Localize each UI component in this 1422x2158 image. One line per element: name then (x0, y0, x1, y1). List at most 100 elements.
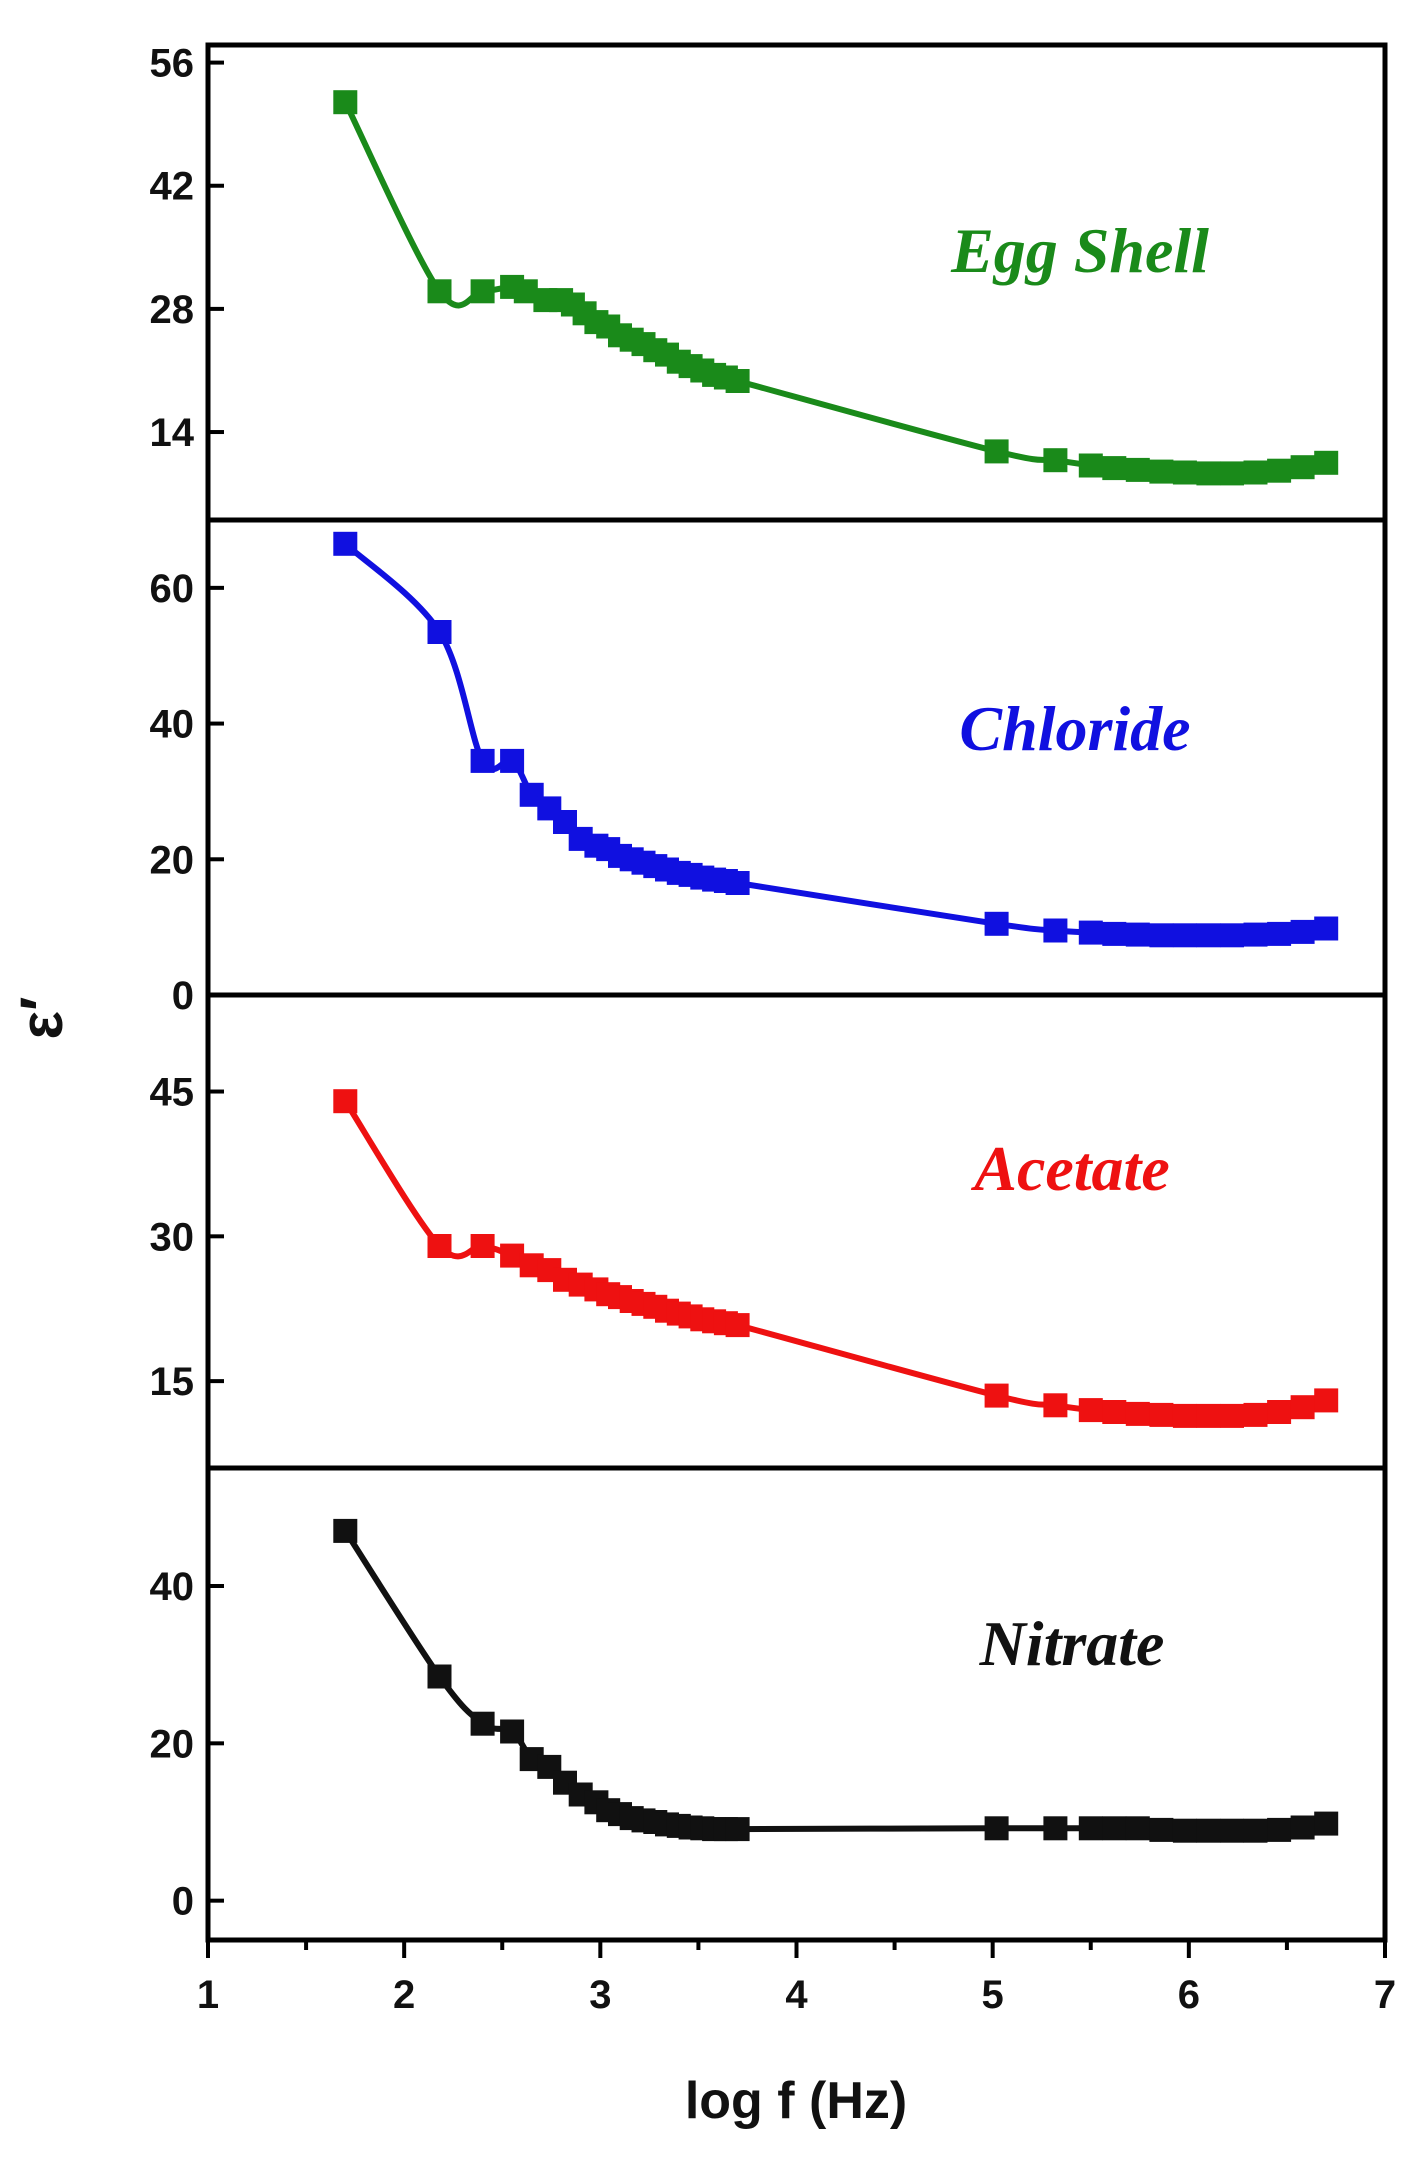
x-tick-label: 3 (589, 1973, 611, 2017)
y-tick-label: 15 (150, 1360, 195, 1404)
panel-egg-shell: 14 28 42 56 Egg Shell (150, 42, 1388, 523)
panel-label: Nitrate (979, 1608, 1165, 1679)
data-point (1172, 923, 1197, 948)
y-tick-label: 60 (150, 567, 195, 611)
data-point (1172, 1818, 1197, 1843)
data-point (1172, 460, 1197, 485)
y-tick-label: 45 (150, 1071, 195, 1115)
data-point (427, 620, 452, 644)
y-tick-label: 28 (150, 288, 195, 332)
data-point (470, 1711, 495, 1736)
data-point (1149, 1402, 1174, 1427)
data-point (984, 1816, 1009, 1841)
data-point (1043, 918, 1068, 943)
data-point (1290, 1815, 1315, 1840)
data-point (1314, 916, 1339, 941)
data-point (1043, 1393, 1068, 1418)
data-point (1078, 1816, 1103, 1841)
data-point (333, 90, 358, 115)
data-point (1243, 460, 1268, 485)
y-tick-label: 20 (150, 838, 195, 882)
data-point (1243, 1818, 1268, 1843)
y-axis-title: ε′ (8, 997, 75, 1040)
data-point (427, 1234, 452, 1258)
data-point (1149, 459, 1174, 484)
data-point (1043, 448, 1068, 473)
data-point (725, 1313, 750, 1338)
x-axis-title: log f (Hz) (685, 2072, 907, 2130)
x-tick-label: 5 (982, 1973, 1004, 2017)
data-point (470, 279, 495, 304)
data-point (1125, 1401, 1150, 1426)
y-tick-label: 0 (172, 974, 194, 1018)
x-tick-label: 7 (1374, 1973, 1396, 2017)
data-point (333, 1518, 358, 1543)
data-point (1220, 1818, 1244, 1843)
data-point (984, 911, 1009, 936)
data-point (1078, 453, 1103, 478)
y-tick-label: 40 (150, 703, 195, 747)
x-tick-label: 1 (197, 1973, 219, 2017)
data-point (1125, 922, 1150, 947)
data-point (1290, 919, 1315, 944)
data-point (1267, 1400, 1292, 1424)
data-point (1267, 1817, 1292, 1842)
data-point (1314, 1811, 1339, 1836)
y-tick-label: 42 (150, 165, 195, 209)
data-point (725, 871, 750, 895)
data-point (333, 1089, 358, 1114)
panels-layer: 14 28 42 56 Egg Shell 0 20 40 60 Chloride 15 30 45 Ac… (150, 42, 1388, 1943)
data-point (470, 1234, 495, 1258)
x-tick-label: 6 (1178, 1973, 1200, 2017)
panel-acetate: 15 30 45 Acetate (150, 992, 1388, 1471)
data-point (427, 1664, 452, 1689)
data-point (1243, 1402, 1268, 1427)
panel-label: Chloride (959, 693, 1190, 764)
data-point (1149, 923, 1174, 948)
data-point (1220, 923, 1244, 948)
data-point (1196, 461, 1221, 486)
data-point (1196, 1818, 1221, 1843)
x-tick-label: 4 (785, 1973, 808, 2017)
data-point (1125, 1816, 1150, 1841)
series-line (342, 1529, 1327, 1834)
panel-frame (205, 1465, 1388, 1943)
data-point (1102, 456, 1127, 481)
y-tick-label: 0 (172, 1880, 194, 1924)
y-tick-label: 20 (150, 1722, 195, 1766)
data-point (1172, 1403, 1197, 1428)
panel-nitrate: 0 20 40 Nitrate (150, 1465, 1388, 1943)
data-point (333, 531, 358, 556)
series-line (342, 1099, 1328, 1419)
data-point (470, 748, 495, 773)
y-tick-label: 56 (150, 42, 195, 86)
y-tick-label: 40 (150, 1565, 195, 1609)
data-point (500, 748, 525, 773)
data-point (1102, 1816, 1127, 1841)
panel-label: Acetate (970, 1133, 1169, 1204)
data-point (1078, 920, 1103, 945)
data-point (1243, 922, 1268, 947)
data-point (1290, 1395, 1315, 1420)
data-point (1196, 923, 1221, 948)
panel-chloride: 0 20 40 60 Chloride (150, 517, 1388, 1018)
data-point (500, 1719, 525, 1744)
y-tick-label: 30 (150, 1215, 195, 1259)
data-point (1314, 450, 1339, 475)
data-point (984, 1383, 1009, 1408)
data-point (1043, 1816, 1068, 1841)
data-point (1125, 457, 1150, 482)
data-point (1220, 461, 1244, 486)
data-point (984, 439, 1009, 464)
y-tick-label: 14 (150, 411, 195, 455)
panel-frame (205, 992, 1388, 1471)
data-point (1267, 458, 1292, 483)
data-point (1220, 1403, 1244, 1428)
data-point (500, 1243, 525, 1268)
x-axis: 1 2 3 4 5 6 7 (197, 1940, 1396, 2017)
data-point (1102, 921, 1127, 946)
data-point (1102, 1400, 1127, 1424)
data-point (1290, 455, 1315, 480)
